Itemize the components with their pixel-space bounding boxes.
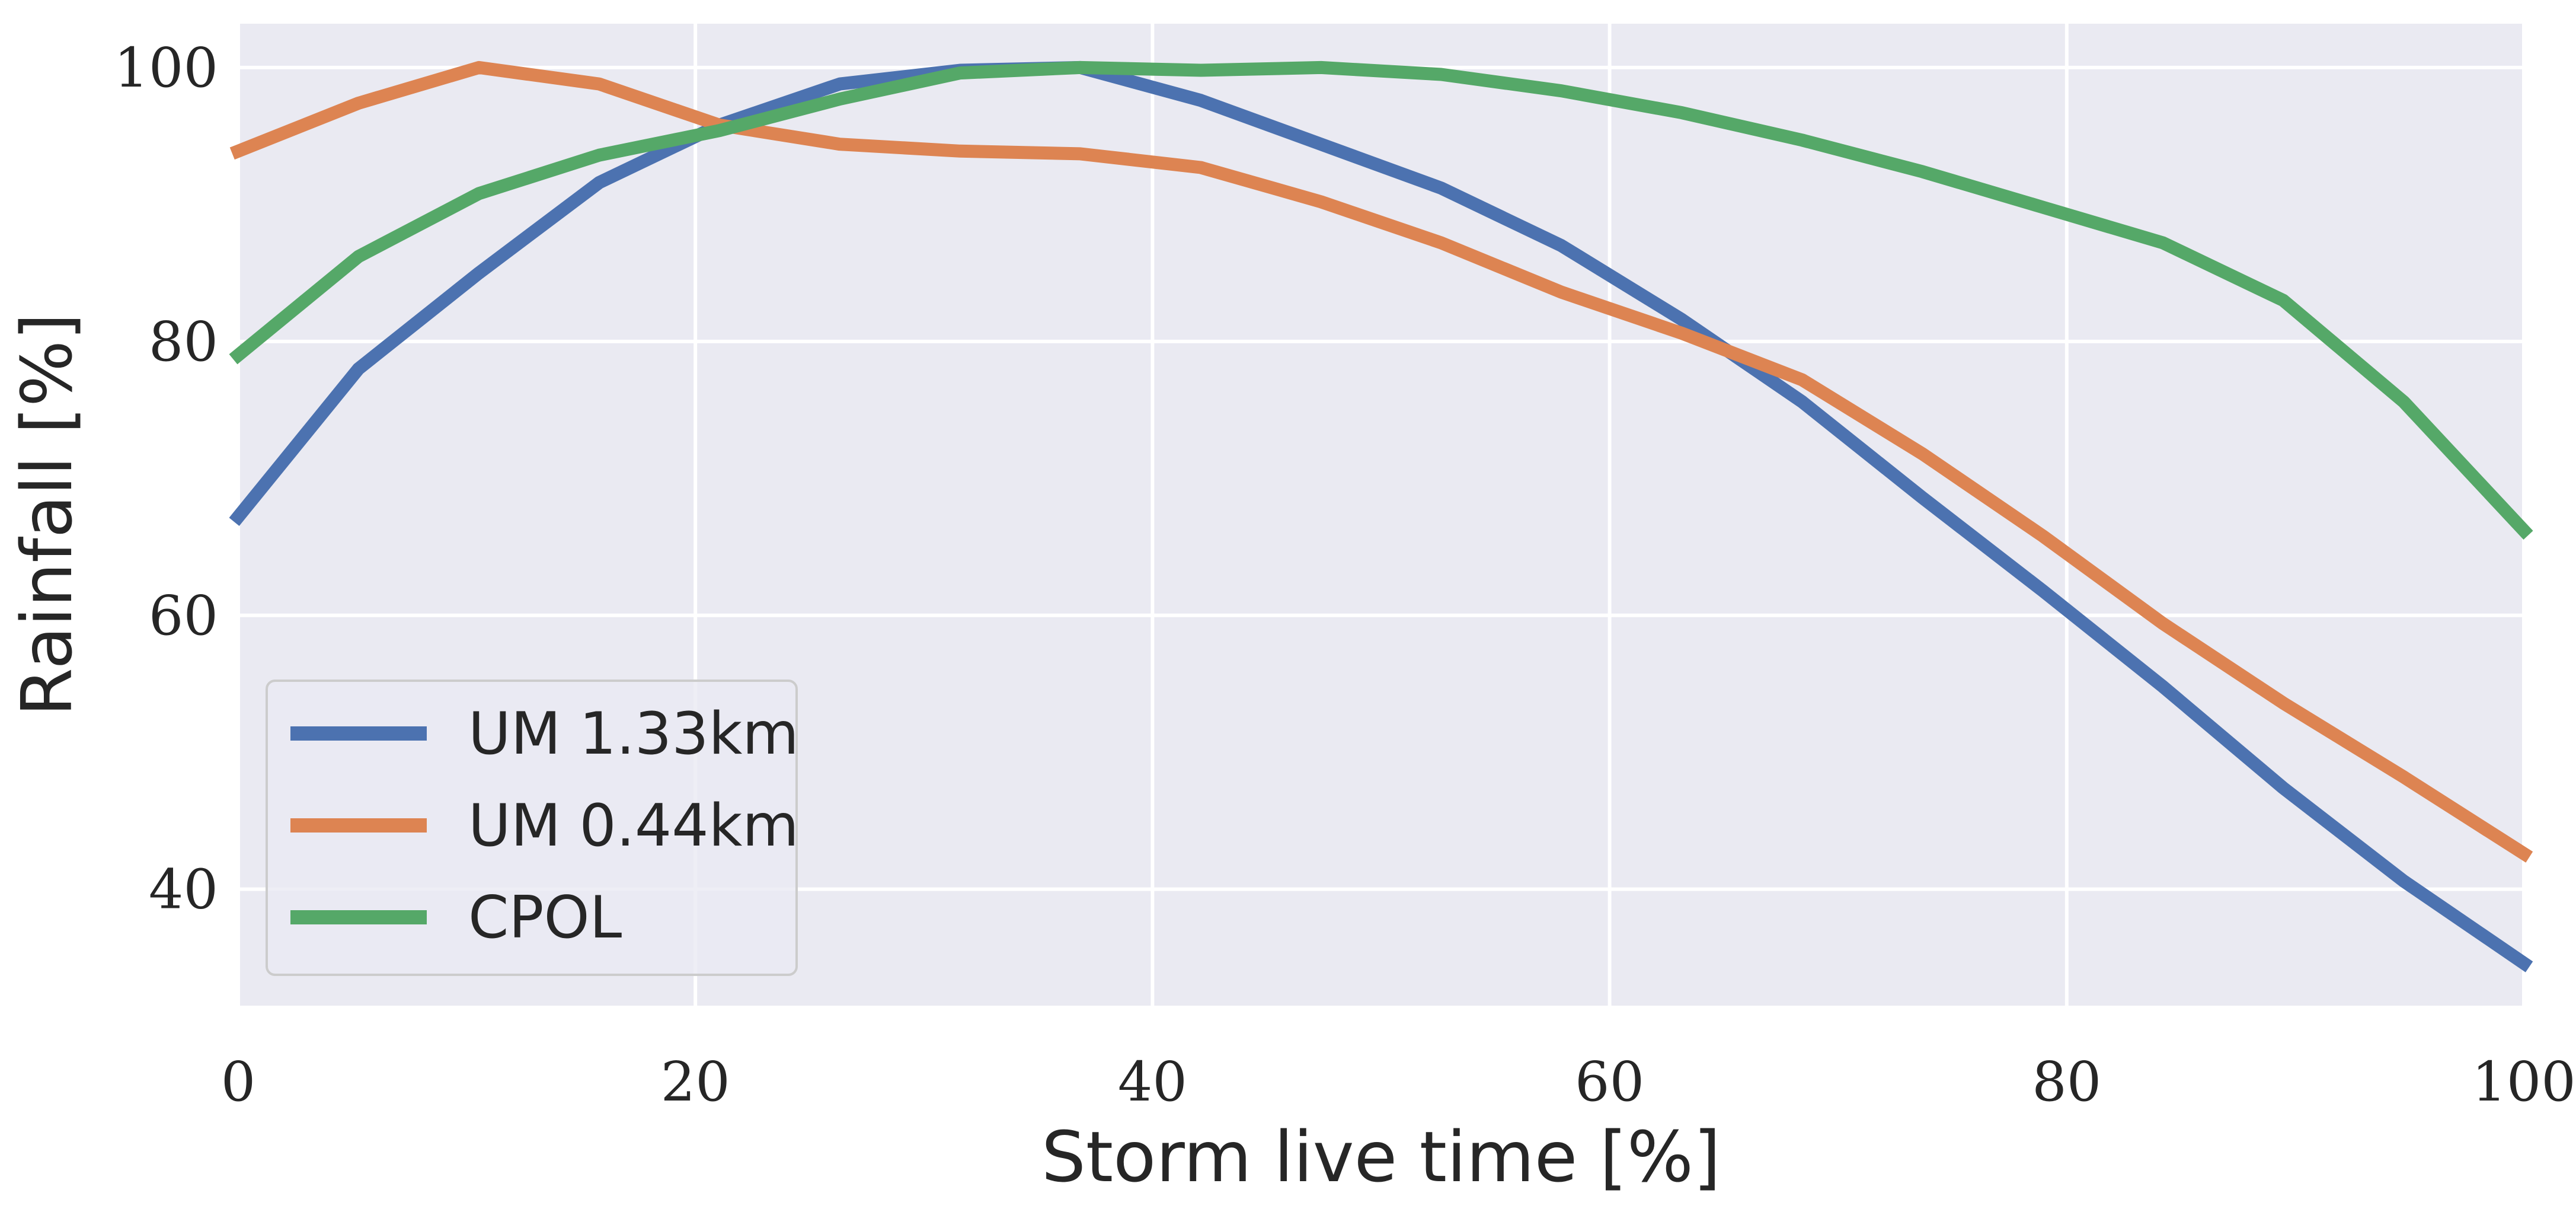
legend-label-cpol: CPOL bbox=[468, 884, 622, 952]
x-tick-label: 40 bbox=[1118, 1050, 1187, 1114]
series-line-um-0-44km bbox=[229, 60, 2533, 863]
y-tick-label: 80 bbox=[149, 310, 218, 374]
x-tick-label: 100 bbox=[2472, 1050, 2576, 1114]
x-axis-title: Storm live time [%] bbox=[1041, 1116, 1721, 1198]
x-tick-label: 20 bbox=[661, 1050, 730, 1114]
legend: UM 1.33km UM 0.44km CPOL bbox=[266, 680, 799, 976]
series-line-cpol bbox=[229, 60, 2533, 540]
y-tick-labels: 40 60 80 100 bbox=[114, 36, 218, 921]
y-tick-label: 100 bbox=[114, 36, 218, 100]
y-tick-label: 40 bbox=[149, 858, 218, 921]
x-tick-labels: 0 20 40 60 80 100 bbox=[221, 1050, 2576, 1114]
legend-label-um-1-33km: UM 1.33km bbox=[468, 700, 799, 768]
legend-label-um-0-44km: UM 0.44km bbox=[468, 792, 799, 860]
y-tick-label: 60 bbox=[149, 584, 218, 648]
x-tick-label: 0 bbox=[221, 1050, 256, 1114]
x-tick-label: 60 bbox=[1575, 1050, 1644, 1114]
series-line-um-1-33km bbox=[229, 60, 2533, 972]
legend-box bbox=[266, 680, 798, 976]
y-axis-title: Rainfall [%] bbox=[6, 313, 88, 716]
series-lines bbox=[229, 60, 2533, 972]
x-tick-label: 80 bbox=[2032, 1050, 2101, 1114]
